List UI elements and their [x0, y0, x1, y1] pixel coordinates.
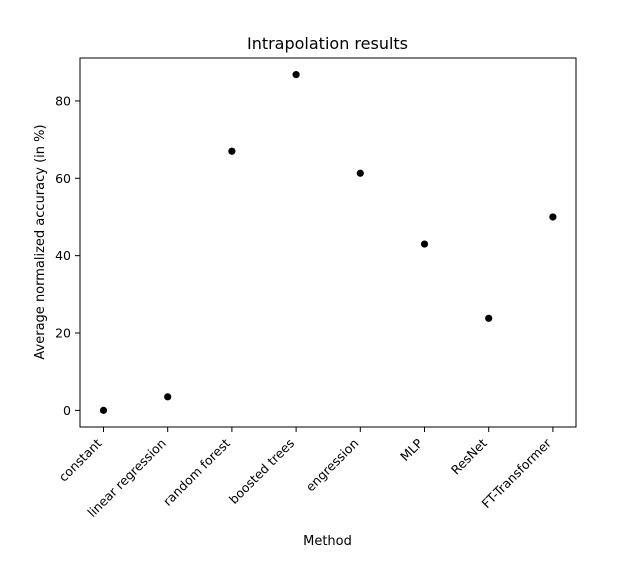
y-tick-label-2: 40 [55, 248, 71, 263]
data-point-0 [99, 406, 108, 414]
y-axis-label: Average normalized accuracy (in %) [33, 124, 48, 359]
data-point-1 [164, 393, 172, 401]
y-tick-label-1: 20 [55, 326, 71, 341]
data-point-5 [420, 240, 429, 248]
data-point-2 [228, 147, 236, 155]
y-tick-label-4: 80 [55, 93, 71, 108]
x-tick-label-0: constant [56, 435, 105, 484]
x-tick-label-4: engression [303, 436, 362, 495]
x-tick-label-5: MLP [397, 435, 426, 464]
plot-frame [79, 57, 577, 428]
chart-title: Intrapolation results [247, 34, 408, 53]
x-tick-label-3: boosted trees [226, 436, 297, 507]
data-point-7 [549, 213, 557, 221]
x-axis-label: Method [303, 534, 352, 549]
data-point-4 [356, 169, 364, 177]
data-point-3 [292, 71, 300, 79]
x-tick-label-6: ResNet [448, 435, 490, 477]
y-tick-label-0: 0 [63, 403, 71, 418]
data-point-6 [485, 314, 493, 322]
y-tick-label-3: 60 [55, 171, 71, 186]
x-tick-label-7: FT-Transformer [478, 435, 554, 511]
x-tick-label-2: random forest [160, 435, 233, 508]
